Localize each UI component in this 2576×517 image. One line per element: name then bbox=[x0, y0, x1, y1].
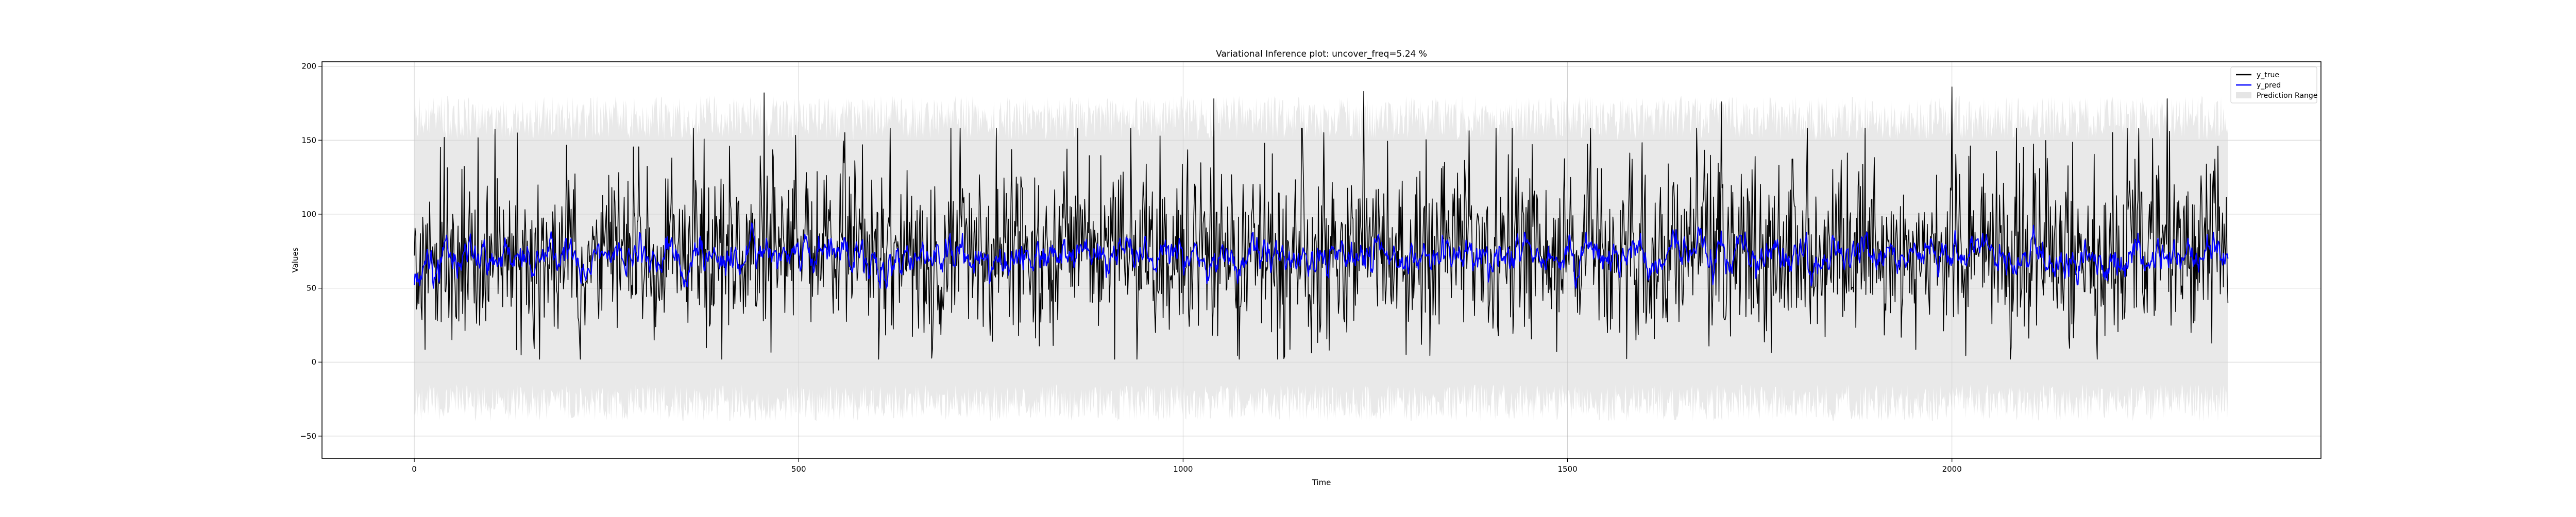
x-tick-label: 1500 bbox=[1557, 464, 1577, 474]
x-tick-label: 1000 bbox=[1173, 464, 1193, 474]
legend-label-prediction-range: Prediction Range bbox=[2257, 92, 2317, 100]
axis-ticks: 0 500 1000 1500 2000 −50 0 50 100 150 200 bbox=[300, 62, 1961, 474]
y-tick-label: 0 bbox=[311, 357, 316, 367]
x-tick-label: 0 bbox=[412, 464, 417, 474]
legend-box bbox=[2230, 66, 2317, 104]
legend-swatch-prediction-range bbox=[2236, 92, 2251, 98]
y-axis-label: Values bbox=[291, 247, 300, 272]
chart-title: Variational Inference plot: uncover_freq… bbox=[1216, 49, 1427, 59]
series-line-y-true bbox=[414, 87, 2229, 360]
y-tick-label: 100 bbox=[301, 210, 316, 219]
legend-label-y-pred: y_pred bbox=[2257, 81, 2281, 90]
series-lines bbox=[414, 87, 2229, 360]
y-tick-label: 200 bbox=[301, 62, 316, 71]
y-tick-label: 50 bbox=[307, 284, 316, 293]
y-tick-label: −50 bbox=[300, 432, 316, 441]
series-line-y-pred bbox=[414, 222, 2229, 289]
x-axis-label: Time bbox=[1312, 478, 1331, 487]
legend-label-y-true: y_true bbox=[2257, 71, 2279, 79]
axes-frame bbox=[321, 61, 2321, 459]
legend: y_true y_pred Prediction Range bbox=[2230, 66, 2317, 104]
y-tick-label: 150 bbox=[301, 135, 316, 145]
x-tick-label: 2000 bbox=[1942, 464, 1962, 474]
x-tick-label: 500 bbox=[791, 464, 806, 474]
